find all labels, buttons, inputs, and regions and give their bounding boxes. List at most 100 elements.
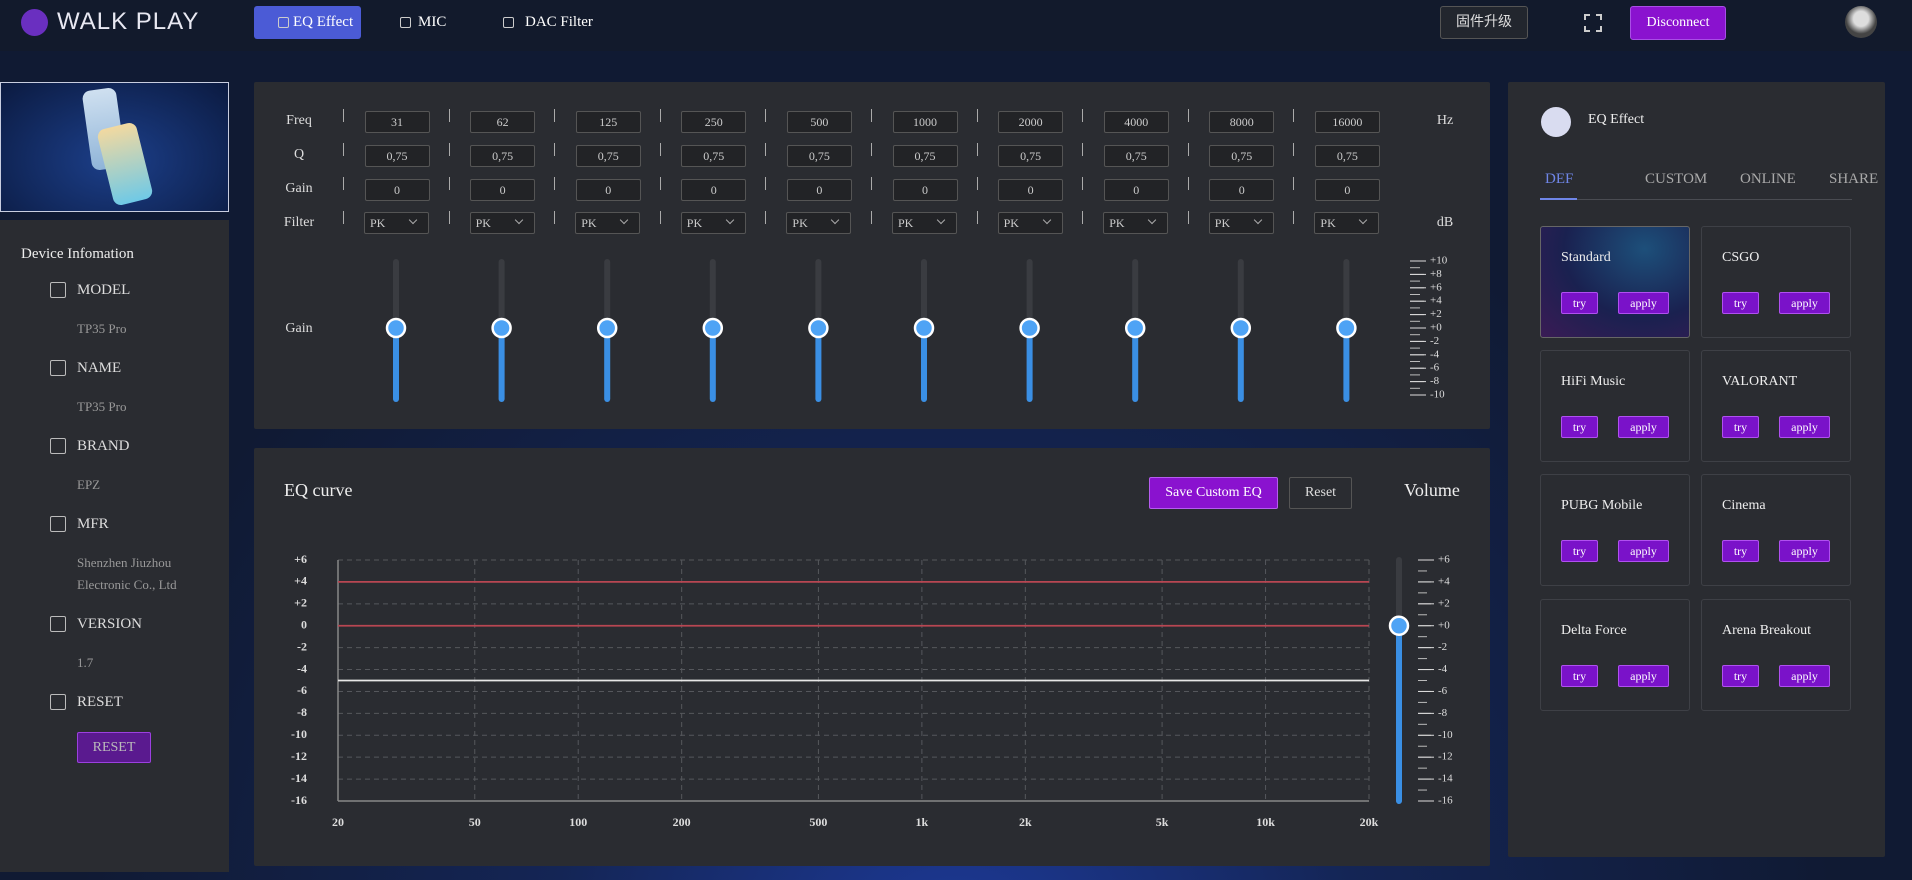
filter-select[interactable] [892, 212, 957, 234]
x-tick-label: 200 [673, 815, 691, 829]
slider-thumb[interactable] [913, 317, 935, 339]
try-button[interactable]: try [1722, 416, 1759, 438]
info-value: TP35 Pro [77, 321, 127, 336]
preset-card[interactable] [1701, 226, 1851, 338]
slider-thumb[interactable] [491, 317, 512, 339]
preset-card[interactable] [1701, 599, 1851, 711]
nav-active[interactable] [254, 6, 361, 39]
try-button[interactable]: try [1561, 540, 1598, 562]
input-q[interactable]: 0,75 [1314, 145, 1380, 167]
try-button[interactable]: try [1561, 665, 1598, 687]
input-q[interactable]: 0,75 [1103, 145, 1169, 167]
try-button[interactable]: try [1722, 665, 1759, 687]
filter-select[interactable] [1314, 212, 1380, 234]
x-tick-label: 50 [469, 815, 481, 829]
scan-icon[interactable] [1584, 14, 1602, 32]
preset-card[interactable] [1540, 226, 1690, 338]
input-q[interactable]: 0,75 [470, 145, 536, 167]
try-button[interactable]: try [1722, 540, 1759, 562]
tab[interactable]: CUSTOM [1645, 171, 1708, 187]
input-gain[interactable]: 0 [1314, 179, 1380, 201]
filter-select[interactable] [997, 212, 1063, 234]
slider-thumb[interactable] [1336, 317, 1357, 339]
filter-select[interactable] [364, 212, 429, 234]
try-button[interactable]: try [1722, 292, 1759, 314]
scale-label: -8 [1430, 375, 1440, 387]
reset-curve-button[interactable]: Reset [1289, 477, 1352, 509]
filter-select[interactable] [469, 212, 535, 234]
input-freq[interactable]: 16000 [1314, 111, 1380, 133]
apply-button[interactable]: apply [1618, 292, 1669, 314]
input-gain[interactable]: 0 [998, 179, 1064, 201]
input-freq[interactable]: 1000 [892, 111, 958, 133]
apply-button[interactable]: apply [1618, 416, 1669, 438]
apply-button[interactable]: apply [1618, 540, 1669, 562]
preset-card[interactable] [1701, 474, 1851, 586]
tab[interactable]: SHARE [1829, 171, 1879, 187]
filter-select[interactable] [575, 212, 641, 234]
filter-select[interactable] [680, 212, 746, 234]
input-gain[interactable]: 0 [892, 179, 958, 201]
slider-thumb[interactable] [385, 317, 407, 339]
input-q[interactable]: 0,75 [998, 145, 1064, 167]
input-freq[interactable]: 8000 [1209, 111, 1275, 133]
input-freq[interactable]: 31 [364, 111, 430, 133]
input-gain[interactable]: 0 [1103, 179, 1169, 201]
tab[interactable]: ONLINE [1740, 171, 1796, 187]
input-freq[interactable]: 2000 [998, 111, 1064, 133]
slider-thumb[interactable] [1124, 317, 1146, 339]
input-gain[interactable]: 0 [470, 179, 536, 201]
nav-item[interactable]: EQ Effect [293, 14, 354, 30]
filter-select[interactable] [1103, 212, 1169, 234]
input-gain[interactable]: 0 [364, 179, 430, 201]
input-freq[interactable]: 62 [470, 111, 536, 133]
nav-item[interactable]: DAC Filter [525, 14, 593, 30]
filter-value: PK [1320, 216, 1336, 230]
apply-button[interactable]: apply [1779, 416, 1830, 438]
firmware-button[interactable]: 固件升级 [1440, 6, 1528, 39]
filter-select[interactable] [1208, 212, 1274, 234]
reset-button[interactable]: RESET [77, 732, 151, 763]
disconnect-button[interactable]: Disconnect [1630, 6, 1726, 40]
input-gain[interactable]: 0 [681, 179, 747, 201]
nav-item[interactable]: MIC [418, 14, 447, 30]
preset-card[interactable] [1540, 599, 1690, 711]
scale-label: -6 [1438, 685, 1448, 697]
input-q[interactable]: 0,75 [364, 145, 430, 167]
input-gain[interactable]: 0 [786, 179, 852, 201]
info-icon [50, 516, 66, 532]
preset-card[interactable] [1540, 474, 1690, 586]
input-q[interactable]: 0,75 [786, 145, 852, 167]
slider-thumb[interactable] [702, 317, 724, 339]
avatar[interactable] [1845, 6, 1877, 38]
tab[interactable]: DEF [1545, 171, 1574, 187]
slider-thumb[interactable] [1019, 317, 1040, 339]
input-q[interactable]: 0,75 [1209, 145, 1275, 167]
input-freq[interactable]: 125 [575, 111, 641, 133]
slider-thumb[interactable] [808, 317, 829, 339]
input-freq[interactable]: 500 [786, 111, 852, 133]
preset-card[interactable] [1540, 350, 1690, 462]
slider-thumb[interactable] [1230, 317, 1252, 339]
input-q[interactable]: 0,75 [892, 145, 958, 167]
tab-line [1540, 199, 1852, 200]
input-freq[interactable]: 250 [681, 111, 747, 133]
preset-card[interactable] [1701, 350, 1851, 462]
apply-button[interactable]: apply [1779, 292, 1830, 314]
apply-button[interactable]: apply [1618, 665, 1669, 687]
input-gain[interactable]: 0 [1209, 179, 1275, 201]
input-q[interactable]: 0,75 [575, 145, 641, 167]
x-tick-label: 100 [569, 815, 587, 829]
slider-thumb[interactable] [596, 317, 618, 339]
try-button[interactable]: try [1561, 416, 1598, 438]
input-q[interactable]: 0,75 [681, 145, 747, 167]
scale-label: -12 [1438, 751, 1453, 763]
save-button[interactable]: Save Custom EQ [1149, 477, 1278, 509]
filter-select[interactable] [786, 212, 852, 234]
input-gain[interactable]: 0 [575, 179, 641, 201]
apply-button[interactable]: apply [1779, 665, 1830, 687]
try-button[interactable]: try [1561, 292, 1598, 314]
volume-thumb[interactable] [1388, 615, 1410, 636]
input-freq[interactable]: 4000 [1103, 111, 1169, 133]
apply-button[interactable]: apply [1779, 540, 1830, 562]
